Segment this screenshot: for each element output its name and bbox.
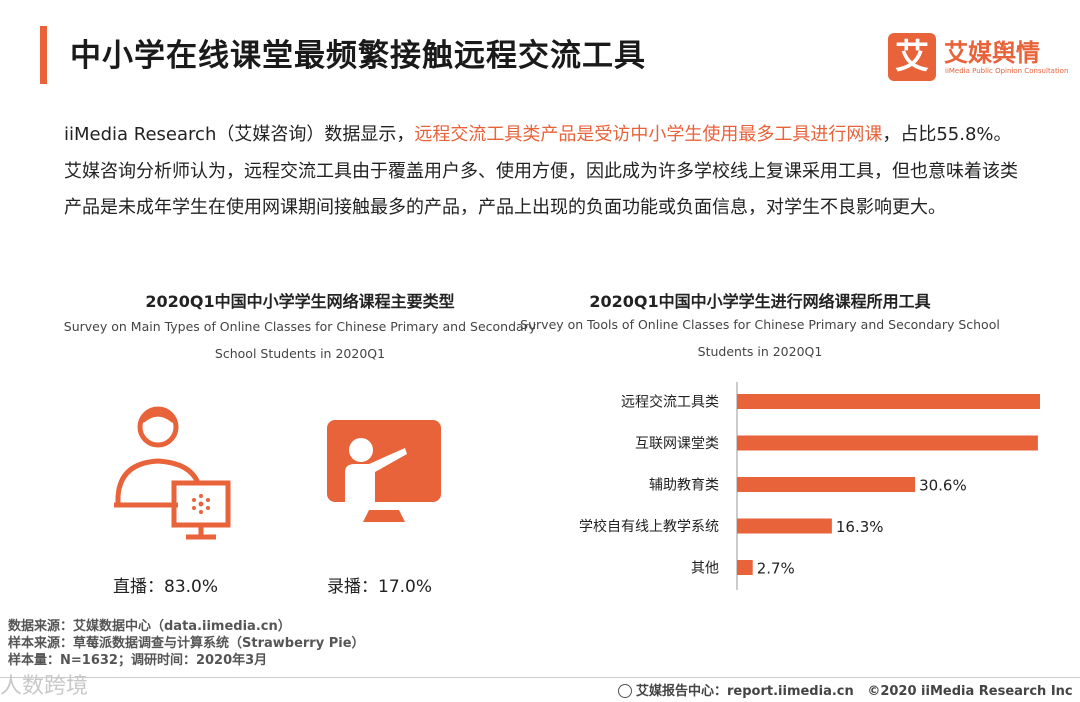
- logo-mark-icon: 艾: [888, 33, 936, 81]
- chart2-subtitle: Survey on Tools of Online Classes for Ch…: [520, 317, 1000, 359]
- intro-paragraph: iiMedia Research（艾媒咨询）数据显示，远程交流工具类产品是受访中…: [64, 117, 1024, 227]
- logo-tagline: iiMedia Public Opinion Consultation: [945, 67, 1069, 75]
- chart2-bar: [737, 560, 753, 575]
- chart2-value-label: 30.6%: [919, 477, 967, 495]
- recorded-screen-icon: [327, 420, 441, 522]
- chart1-label-live: 直播：83.0%: [113, 577, 219, 597]
- intro-text-1: iiMedia Research（艾媒咨询）数据显示，: [64, 124, 415, 145]
- chart2-category-label: 其他: [691, 561, 719, 577]
- note-sample-source: 样本来源：草莓派数据调查与计算系统（Strawberry Pie）: [8, 636, 365, 651]
- source-notes: 数据来源：艾媒数据中心（data.iimedia.cn） 样本来源：草莓派数据调…: [8, 618, 365, 669]
- footer-divider: [0, 677, 1080, 678]
- live-teacher-icon: [114, 406, 231, 540]
- chart2-value-label: 2.7%: [757, 560, 795, 578]
- chart1-title: 2020Q1中国中小学学生网络课程主要类型: [145, 292, 455, 311]
- chart2-bar: [737, 518, 832, 534]
- chart2-bar: [737, 477, 916, 492]
- chart1-subtitle: Survey on Main Types of Online Classes f…: [63, 319, 537, 361]
- intro-highlight: 远程交流工具类产品是受访中小学生使用最多工具进行网课: [414, 124, 883, 145]
- footer-report: 艾媒报告中心：report.iimedia.cn: [636, 684, 854, 699]
- globe-icon: [618, 684, 632, 698]
- chart2-category-label: 互联网课堂类: [635, 436, 719, 452]
- page-title: 中小学在线课堂最频繁接触远程交流工具: [70, 38, 646, 74]
- note-sample-size: 样本量：N=1632；调研时间：2020年3月: [8, 653, 268, 668]
- chart2-category-label: 辅助教育类: [649, 478, 719, 494]
- chart2-category-label: 远程交流工具类: [621, 394, 719, 411]
- chart2-title: 2020Q1中国中小学学生进行网络课程所用工具: [589, 292, 931, 311]
- chart2-category-label: 学校自有线上教学系统: [579, 518, 719, 535]
- intro-text-2: ，占比55.8%。艾媒咨询分析师认为，远程交流工具由于覆盖用户多、使用方便，因此…: [64, 124, 1018, 218]
- footer: 艾媒报告中心：report.iimedia.cn ©2020 iiMedia R…: [618, 680, 1073, 699]
- title-accent-bar: [40, 26, 47, 84]
- chart2-value-label: 16.3%: [836, 518, 884, 536]
- chart2-bar-chart: 远程交流工具类55.8%互联网课堂类51.7%辅助教育类30.6%学校自有线上教…: [579, 382, 1040, 590]
- chart2-bar: [737, 435, 1038, 451]
- chart1-label-recorded: 录播：17.0%: [327, 577, 433, 597]
- footer-copyright: ©2020 iiMedia Research Inc: [867, 684, 1073, 699]
- chart2-bar: [737, 394, 1040, 409]
- watermark: 人数跨境: [0, 674, 89, 699]
- brand-logo: 艾 艾媒舆情 iiMedia Public Opinion Consultati…: [888, 33, 1068, 83]
- logo-name: 艾媒舆情: [944, 39, 1040, 67]
- note-data-source: 数据来源：艾媒数据中心（data.iimedia.cn）: [8, 619, 291, 634]
